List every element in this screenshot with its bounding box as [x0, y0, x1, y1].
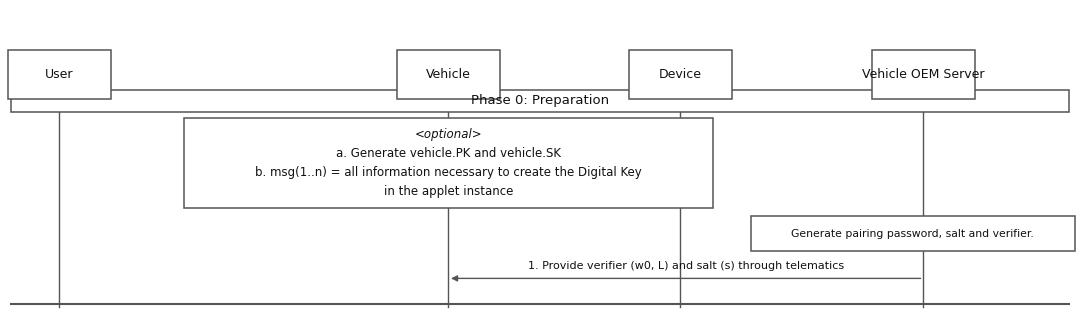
- FancyBboxPatch shape: [629, 50, 732, 99]
- Text: Phase 0: Preparation: Phase 0: Preparation: [471, 94, 609, 107]
- Text: Vehicle OEM Server: Vehicle OEM Server: [862, 68, 985, 81]
- Text: <optional>: <optional>: [415, 128, 482, 141]
- Text: Generate pairing password, salt and verifier.: Generate pairing password, salt and veri…: [792, 228, 1034, 239]
- Text: Device: Device: [659, 68, 702, 81]
- Text: Vehicle: Vehicle: [426, 68, 471, 81]
- FancyBboxPatch shape: [9, 50, 111, 99]
- Text: a. Generate vehicle.PK and vehicle.SK: a. Generate vehicle.PK and vehicle.SK: [336, 147, 561, 160]
- FancyBboxPatch shape: [184, 118, 713, 208]
- FancyBboxPatch shape: [397, 50, 499, 99]
- Text: 1. Provide verifier (w0, L) and salt (s) through telematics: 1. Provide verifier (w0, L) and salt (s)…: [528, 261, 843, 271]
- FancyBboxPatch shape: [873, 50, 974, 99]
- Text: b. msg(1..n) = all information necessary to create the Digital Key: b. msg(1..n) = all information necessary…: [255, 166, 642, 179]
- FancyBboxPatch shape: [751, 216, 1075, 251]
- Text: in the applet instance: in the applet instance: [383, 186, 513, 198]
- Text: User: User: [45, 68, 73, 81]
- FancyBboxPatch shape: [11, 90, 1069, 112]
